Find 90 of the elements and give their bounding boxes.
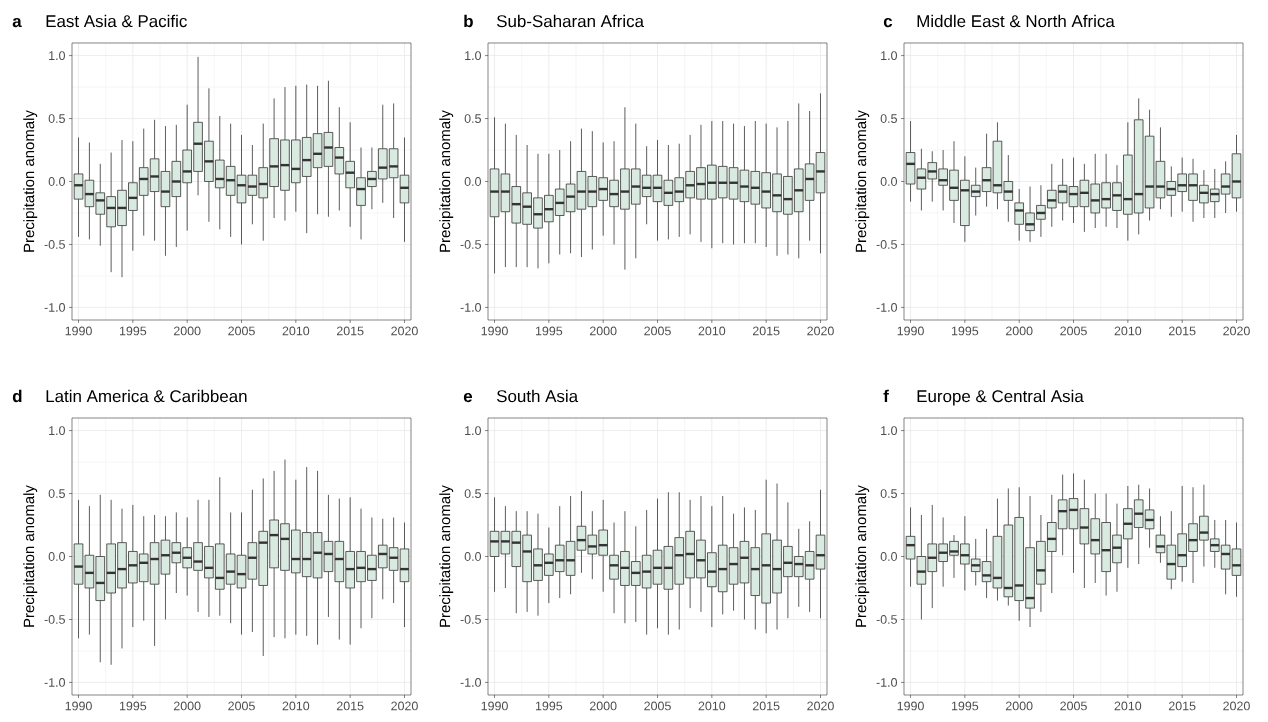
x-tick-label: 1995: [119, 701, 147, 711]
x-tick-label: 2005: [228, 701, 255, 711]
chart-title: Europe & Central Asia: [917, 389, 1084, 406]
y-tick-label: -0.5: [44, 615, 65, 624]
y-tick-label: 1.0: [881, 426, 897, 435]
y-tick-label: -1.0: [460, 303, 481, 312]
text: f: [883, 389, 889, 402]
y-tick-label: -0.5: [44, 240, 65, 249]
x-tick-label: 2005: [1060, 701, 1087, 711]
x-tick-label: 2020: [807, 701, 834, 711]
x-tick-label: 1990: [481, 326, 508, 336]
y-tick-label: 1.0: [881, 51, 897, 60]
x-tick-label: 2010: [698, 326, 726, 336]
x-tick-label: 2010: [282, 701, 310, 711]
x-tick-label: 2010: [1114, 701, 1142, 711]
x-tick-label: 1995: [951, 701, 979, 711]
chart-title: East Asia & Pacific: [46, 14, 187, 28]
x-tick-label: 2005: [228, 326, 255, 336]
text: c: [883, 17, 893, 28]
x-tick-label: 1990: [897, 326, 924, 336]
x-tick-label: 2015: [752, 326, 780, 336]
y-tick-label: 0.0: [880, 177, 897, 186]
x-tick-label: 2000: [173, 326, 201, 336]
x-tick-label: 1990: [481, 701, 508, 711]
x-tick-label: 2015: [1168, 701, 1196, 711]
y-tick-label: -1.0: [876, 303, 897, 312]
y-axis-title: Precipitation anomaly: [23, 110, 38, 252]
x-tick-label: 2020: [391, 701, 418, 711]
text: d: [12, 389, 22, 403]
y-tick-label: 0.0: [48, 552, 65, 561]
y-axis-title: Precipitation anomaly: [855, 110, 870, 252]
y-tick-label: 1.0: [465, 426, 481, 435]
x-tick-label: 1995: [119, 326, 147, 336]
x-tick-label: 2000: [589, 326, 617, 336]
y-tick-label: 1.0: [49, 426, 65, 435]
x-tick-label: 2000: [1005, 326, 1033, 336]
y-tick-label: 0.5: [48, 489, 65, 498]
x-tick-label: 2020: [807, 326, 834, 336]
y-tick-label: 0.5: [464, 114, 481, 123]
y-tick-label: -1.0: [44, 303, 65, 312]
y-tick-label: 0.5: [48, 114, 65, 123]
y-tick-label: 0.0: [464, 177, 481, 186]
text: a: [12, 17, 22, 28]
chart-title: Latin America & Caribbean: [46, 389, 247, 403]
x-tick-label: 2010: [698, 701, 726, 711]
y-tick-label: 1.0: [465, 51, 481, 60]
y-tick-label: -1.0: [876, 678, 897, 687]
text: b: [464, 14, 473, 28]
y-tick-label: -0.5: [460, 615, 481, 624]
x-tick-label: 2015: [1168, 326, 1196, 336]
y-tick-label: 1.0: [49, 51, 65, 60]
y-tick-label: 0.5: [880, 114, 897, 123]
y-tick-label: -0.5: [876, 240, 897, 249]
x-tick-label: 2010: [282, 326, 310, 336]
y-axis-title: Precipitation anomaly: [23, 485, 38, 627]
x-tick-label: 1990: [897, 701, 924, 711]
x-tick-label: 2010: [1114, 326, 1142, 336]
y-tick-label: 0.5: [464, 489, 481, 498]
x-tick-label: 1990: [65, 701, 92, 711]
x-tick-label: 1995: [535, 326, 563, 336]
y-tick-label: -0.5: [460, 240, 481, 249]
y-axis-title: Precipitation anomaly: [855, 485, 870, 627]
y-tick-label: -1.0: [44, 678, 65, 687]
x-tick-label: 2000: [173, 701, 201, 711]
y-tick-label: 0.0: [48, 177, 65, 186]
x-tick-label: 2015: [336, 326, 364, 336]
x-tick-label: 2020: [1223, 326, 1250, 336]
x-tick-label: 2015: [336, 701, 364, 711]
text: e: [463, 392, 473, 403]
x-tick-label: 2005: [1060, 326, 1087, 336]
chart-title: Middle East & North Africa: [917, 14, 1115, 28]
y-tick-label: -1.0: [460, 678, 481, 687]
x-tick-label: 2020: [1223, 701, 1250, 711]
x-tick-label: 2020: [391, 326, 418, 336]
x-tick-label: 1990: [65, 326, 92, 336]
x-tick-label: 1995: [535, 701, 563, 711]
y-axis-title: Precipitation anomaly: [439, 485, 454, 627]
x-tick-label: 1995: [951, 326, 979, 336]
y-tick-label: -0.5: [876, 615, 897, 624]
y-tick-label: 0.0: [880, 552, 897, 561]
chart-title: Sub-Saharan Africa: [496, 14, 644, 28]
x-tick-label: 2000: [589, 701, 617, 711]
x-tick-label: 2005: [644, 326, 671, 336]
y-tick-label: 0.5: [880, 489, 897, 498]
y-tick-label: 0.0: [464, 552, 481, 561]
y-axis-title: Precipitation anomaly: [439, 110, 454, 252]
x-tick-label: 2005: [644, 701, 671, 711]
chart-title: South Asia: [496, 389, 579, 403]
x-tick-label: 2000: [1005, 701, 1033, 711]
x-tick-label: 2015: [752, 701, 780, 711]
